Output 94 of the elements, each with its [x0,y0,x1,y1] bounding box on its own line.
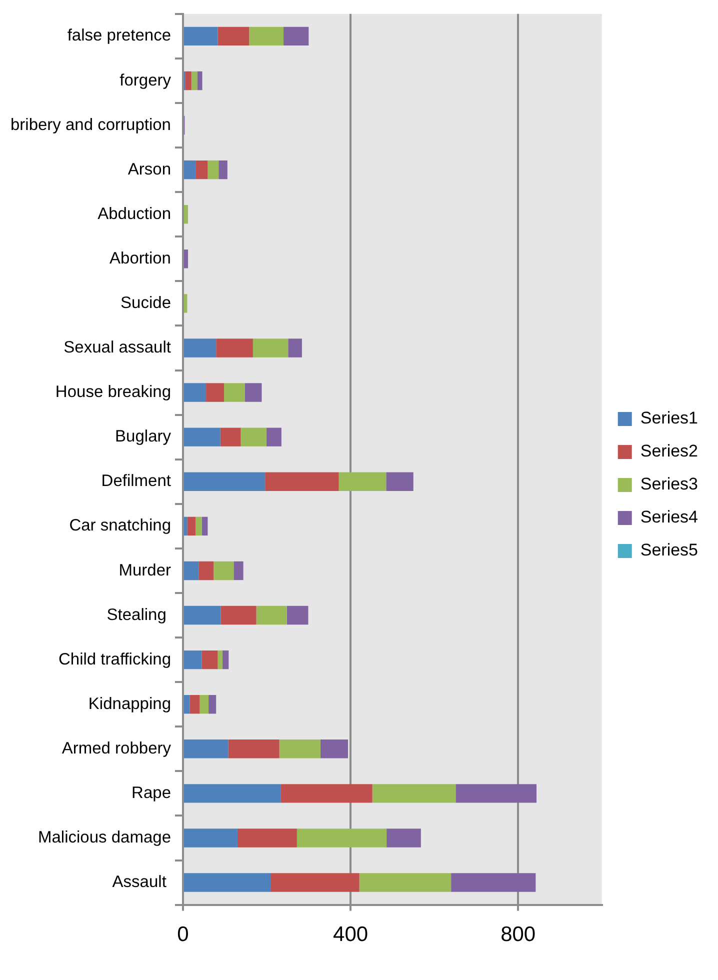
bar [218,26,250,46]
bar [198,561,214,580]
bar [184,873,271,892]
bar [184,784,281,803]
bar [184,516,188,536]
bar [270,873,360,892]
legend-label: Series4 [640,508,698,527]
bar [224,383,245,402]
y-tick-label: Buglary [115,428,172,446]
bar [252,338,288,358]
y-tick-label: false pretence [67,26,171,45]
bar [191,71,198,90]
bar [184,383,206,402]
bar [197,71,202,90]
bar [184,472,266,491]
bar [214,561,234,580]
bar [372,784,456,803]
bar [234,561,244,580]
bar [249,26,284,46]
bar [185,71,192,90]
bar [184,828,238,848]
y-tick-label: Sexual assault [64,338,172,357]
bar [386,472,414,491]
y-tick-label: Rape [132,784,171,802]
bar [220,428,241,446]
bar [279,740,320,758]
bar [288,338,302,358]
bar [184,606,221,625]
bar [196,160,208,180]
bar [184,650,202,670]
y-tick-label: Abduction [98,204,171,223]
bar [184,561,199,580]
legend-label: Series2 [640,442,698,461]
bar [320,740,348,758]
bar [359,873,452,892]
x-tick-label: 0 [177,923,189,946]
bar [265,472,339,491]
bar [338,472,386,491]
y-tick-label: Stealing [106,606,171,624]
y-tick-label: Assault [112,873,171,892]
y-tick-label: House breaking [55,383,171,402]
bar [184,26,218,46]
bar [187,516,196,536]
bar [202,516,208,536]
y-tick-label: Kidnapping [88,694,171,713]
bar [220,606,256,625]
y-tick-label: Sucide [120,294,171,312]
bar [218,650,222,670]
y-tick-label: Murder [118,561,172,580]
legend-label: Series3 [640,474,698,494]
x-tick-label: 400 [333,923,368,946]
bar [184,250,188,268]
y-tick-label: Abortion [110,249,171,268]
bar [184,338,216,358]
bar [184,428,220,446]
bar [228,740,280,758]
y-tick-label: Defilment [101,472,172,490]
bar [286,606,308,625]
bar [206,383,224,402]
bar [451,873,536,892]
bar [202,650,218,670]
bar [244,383,262,402]
legend-label: Series1 [640,408,698,428]
bar [280,784,372,803]
x-tick-label: 800 [500,923,536,946]
bar [196,516,202,536]
bar [266,428,282,446]
bar [222,650,229,670]
bar [237,828,297,848]
bar [190,694,200,714]
bar [200,694,209,714]
y-tick-label: bribery and corruption [10,116,171,134]
bar [184,740,228,758]
y-tick-label: Malicious damage [38,828,171,847]
bar [240,428,266,446]
y-tick-label: Car snatching [69,516,171,535]
y-tick-label: Arson [128,160,171,178]
bar [218,160,228,180]
bar [184,160,196,180]
bar [284,26,309,46]
bar [256,606,287,625]
y-tick-label: Armed robbery [62,739,172,758]
bar [184,205,188,224]
y-tick-label: Child trafficking [58,650,171,668]
bar [456,784,537,803]
bar [216,338,253,358]
bar [296,828,387,848]
bar [208,694,216,714]
bar [208,160,219,180]
y-tick-label: forgery [120,71,172,90]
bar [184,694,190,714]
bar [386,828,421,848]
legend-label: Series5 [640,540,698,560]
bar [184,294,188,313]
